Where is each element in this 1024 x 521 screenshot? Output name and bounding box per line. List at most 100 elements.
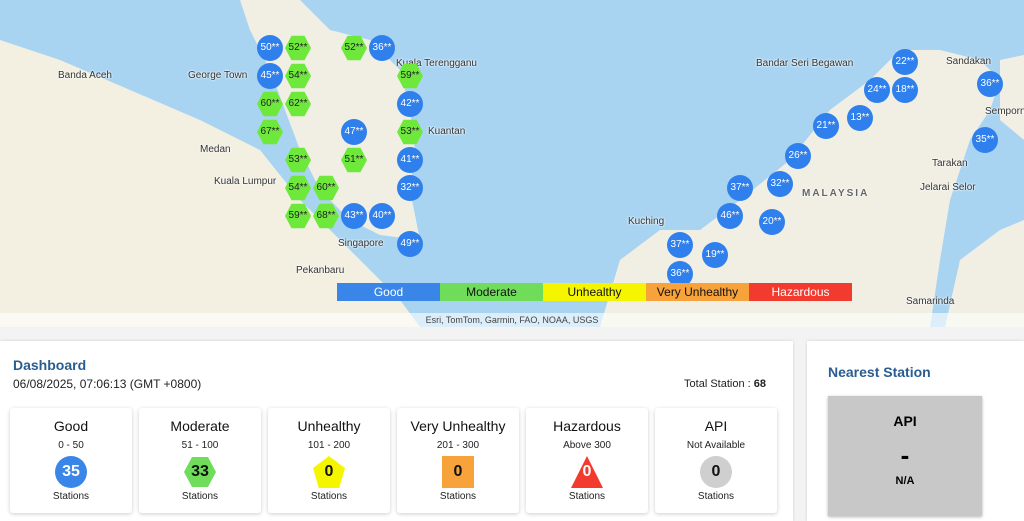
station-marker-good[interactable]: 43** bbox=[341, 203, 367, 229]
legend-item: Good bbox=[337, 283, 440, 301]
card-unit: Stations bbox=[568, 491, 606, 502]
dashboard-title: Dashboard bbox=[13, 357, 87, 373]
station-marker-moderate[interactable]: 60** bbox=[313, 175, 339, 201]
place-label: Singapore bbox=[338, 238, 384, 249]
legend-item: Very Unhealthy bbox=[646, 283, 749, 301]
card-range: 101 - 200 bbox=[307, 440, 351, 451]
category-card[interactable]: Unhealthy 101 - 200 0 Stations bbox=[268, 408, 390, 513]
station-marker-moderate[interactable]: 54** bbox=[285, 63, 311, 89]
nearest-api-value: - bbox=[900, 440, 910, 470]
card-title: Hazardous bbox=[553, 418, 621, 434]
station-marker-good[interactable]: 20** bbox=[759, 209, 785, 235]
place-label: Samarinda bbox=[906, 296, 955, 307]
station-marker-moderate[interactable]: 68** bbox=[313, 203, 339, 229]
station-marker-good[interactable]: 47** bbox=[341, 119, 367, 145]
card-title: Moderate bbox=[170, 418, 230, 434]
station-marker-good[interactable]: 35** bbox=[972, 127, 998, 153]
category-card[interactable]: API Not Available 0 Stations bbox=[655, 408, 777, 513]
nearest-station-card: API - N/A bbox=[828, 396, 982, 516]
category-card[interactable]: Moderate 51 - 100 33 Stations bbox=[139, 408, 261, 513]
place-label: Semporna bbox=[985, 106, 1024, 117]
circle-badge-icon: 35 bbox=[55, 456, 87, 488]
station-marker-good[interactable]: 36** bbox=[369, 35, 395, 61]
station-marker-good[interactable]: 32** bbox=[767, 171, 793, 197]
pentagon-badge-icon: 0 bbox=[313, 456, 345, 488]
station-marker-moderate[interactable]: 54** bbox=[285, 175, 311, 201]
place-label: Kuantan bbox=[428, 126, 466, 137]
station-marker-good[interactable]: 49** bbox=[397, 231, 423, 257]
aqi-legend: Good Moderate Unhealthy Very Unhealthy Hazar… bbox=[337, 283, 852, 301]
card-unit: Stations bbox=[181, 491, 219, 502]
place-label: Medan bbox=[200, 144, 231, 155]
place-label: Banda Aceh bbox=[58, 70, 112, 81]
place-label: Kuala Terengganu bbox=[396, 58, 477, 69]
card-range: Above 300 bbox=[563, 440, 611, 451]
total-label: Total Station : bbox=[684, 378, 754, 390]
station-marker-moderate[interactable]: 59** bbox=[397, 63, 423, 89]
station-marker-good[interactable]: 50** bbox=[257, 35, 283, 61]
card-title: API bbox=[704, 418, 728, 434]
station-marker-good[interactable]: 32** bbox=[397, 175, 423, 201]
station-marker-moderate[interactable]: 52** bbox=[341, 35, 367, 61]
land-shapes bbox=[0, 0, 1024, 327]
station-marker-good[interactable]: 22** bbox=[892, 49, 918, 75]
station-marker-good[interactable]: 45** bbox=[257, 63, 283, 89]
station-marker-good[interactable]: 21** bbox=[813, 113, 839, 139]
category-card[interactable]: Hazardous Above 300 0 Stations bbox=[526, 408, 648, 513]
place-label: Jelarai Selor bbox=[920, 182, 976, 193]
card-unit: Stations bbox=[697, 491, 735, 502]
station-marker-good[interactable]: 26** bbox=[785, 143, 811, 169]
nearest-station-panel: Nearest Station API - N/A bbox=[807, 341, 1024, 521]
station-marker-moderate[interactable]: 53** bbox=[397, 119, 423, 145]
place-label: Kuala Lumpur bbox=[214, 176, 277, 187]
station-marker-good[interactable]: 36** bbox=[977, 71, 1003, 97]
station-marker-good[interactable]: 37** bbox=[727, 175, 753, 201]
card-title: Unhealthy bbox=[297, 418, 361, 434]
legend-item: Unhealthy bbox=[543, 283, 646, 301]
station-marker-good[interactable]: 36** bbox=[667, 261, 693, 287]
station-marker-good[interactable]: 19** bbox=[702, 242, 728, 268]
place-label: Sandakan bbox=[946, 56, 992, 67]
place-label: George Town bbox=[188, 70, 248, 81]
card-range: 201 - 300 bbox=[436, 440, 480, 451]
dashboard-panel: Dashboard 06/08/2025, 07:06:13 (GMT +080… bbox=[0, 341, 793, 521]
legend-item: Moderate bbox=[440, 283, 543, 301]
card-range: Not Available bbox=[686, 440, 746, 451]
station-marker-moderate[interactable]: 62** bbox=[285, 91, 311, 117]
place-label: Bandar Seri Begawan bbox=[756, 58, 854, 69]
place-label: Kuching bbox=[628, 216, 665, 227]
map-attribution: Esri, TomTom, Garmin, FAO, NOAA, USGS bbox=[0, 313, 1024, 327]
card-unit: Stations bbox=[439, 491, 477, 502]
category-card[interactable]: Good 0 - 50 35 Stations bbox=[10, 408, 132, 513]
total-station: Total Station : 68 bbox=[684, 377, 766, 391]
card-range: 51 - 100 bbox=[181, 440, 219, 451]
station-marker-moderate[interactable]: 51** bbox=[341, 147, 367, 173]
station-marker-moderate[interactable]: 60** bbox=[257, 91, 283, 117]
station-marker-good[interactable]: 24** bbox=[864, 77, 890, 103]
station-marker-good[interactable]: 46** bbox=[717, 203, 743, 229]
card-unit: Stations bbox=[310, 491, 348, 502]
station-marker-good[interactable]: 41** bbox=[397, 147, 423, 173]
aqi-map[interactable]: Banda Aceh Medan Pekanbaru George Town Kuala… bbox=[0, 0, 1024, 327]
triangle-badge-icon: 0 bbox=[571, 456, 603, 488]
station-marker-moderate[interactable]: 59** bbox=[285, 203, 311, 229]
datetime: 06/08/2025, 07:06:13 (GMT +0800) bbox=[13, 377, 202, 391]
station-marker-moderate[interactable]: 53** bbox=[285, 147, 311, 173]
hexagon-badge-icon: 33 bbox=[184, 456, 216, 488]
place-label: MALAYSIA bbox=[802, 188, 870, 199]
place-label: Pekanbaru bbox=[296, 265, 345, 276]
station-marker-good[interactable]: 18** bbox=[892, 77, 918, 103]
nearest-status: N/A bbox=[895, 475, 915, 487]
station-marker-good[interactable]: 13** bbox=[847, 105, 873, 131]
square-badge-icon: 0 bbox=[442, 456, 474, 488]
station-marker-good[interactable]: 40** bbox=[369, 203, 395, 229]
circle-badge-icon: 0 bbox=[700, 456, 732, 488]
card-title: Very Unhealthy bbox=[410, 418, 506, 434]
station-marker-moderate[interactable]: 67** bbox=[257, 119, 283, 145]
nearest-title: Nearest Station bbox=[828, 364, 931, 380]
station-marker-good[interactable]: 37** bbox=[667, 232, 693, 258]
card-range: 0 - 50 bbox=[58, 440, 84, 451]
category-card[interactable]: Very Unhealthy 201 - 300 0 Stations bbox=[397, 408, 519, 513]
station-marker-moderate[interactable]: 52** bbox=[285, 35, 311, 61]
station-marker-good[interactable]: 42** bbox=[397, 91, 423, 117]
